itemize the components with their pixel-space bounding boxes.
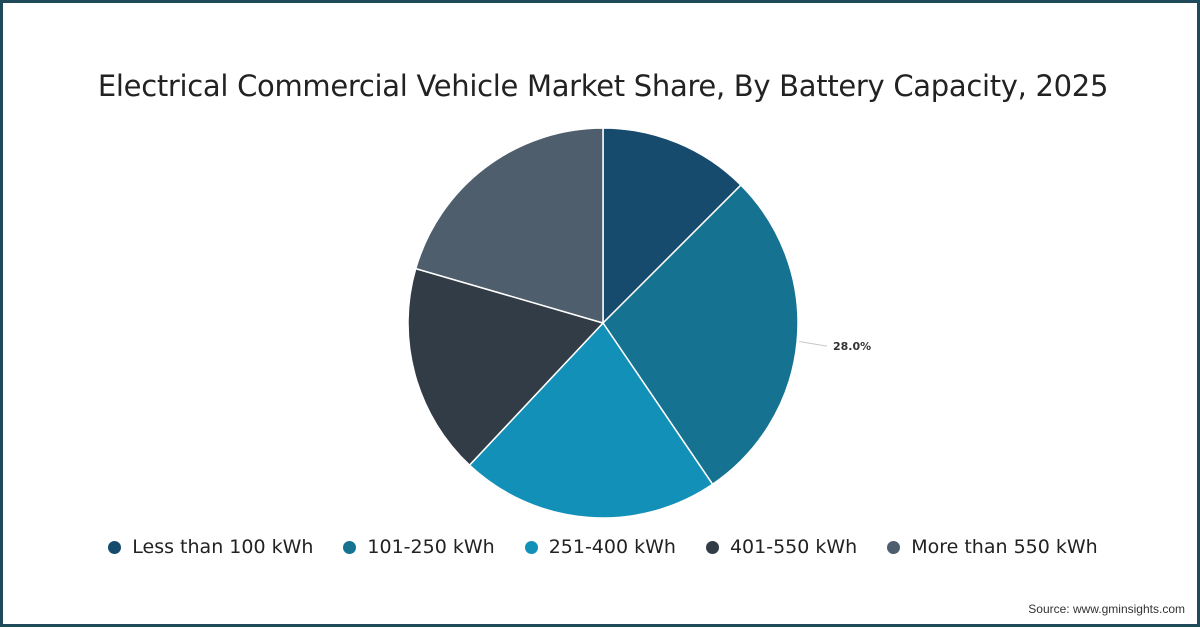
legend-label-401-550: 401-550 kWh <box>729 536 858 558</box>
data-label-leader-101-250-kwh <box>799 341 828 347</box>
pie-slice-more-than-550-kwh <box>414 127 604 324</box>
legend-label-more-than-550: More than 550 kWh <box>911 536 1098 558</box>
legend-item-101-250: 101-250 kWh <box>343 536 495 558</box>
legend-item-more-than-550: More than 550 kWh <box>887 536 1098 558</box>
pie-chart: 28.0% <box>407 127 871 519</box>
pie-slice-401-550-kwh <box>407 267 605 467</box>
legend-item-less-than-100: Less than 100 kWh <box>108 536 313 558</box>
legend-dot-401-550 <box>705 540 719 554</box>
legend-dot-more-than-550 <box>887 540 901 554</box>
pie-slice-101-250-kwh <box>602 184 799 486</box>
legend-dot-251-400 <box>524 540 538 554</box>
legend-label-less-than-100: Less than 100 kWh <box>132 536 314 558</box>
legend: Less than 100 kWh 101-250 kWh 251-400 kW… <box>3 536 1200 558</box>
pie-slice-251-400-kwh <box>468 321 714 519</box>
legend-dot-101-250 <box>343 540 357 554</box>
pie-slice-less-than-100-kwh <box>602 127 742 325</box>
legend-label-251-400: 251-400 kWh <box>548 536 676 558</box>
legend-item-401-550: 401-550 kWh <box>705 536 858 558</box>
legend-item-251-400: 251-400 kWh <box>524 536 676 558</box>
data-label-101-250-kwh: 28.0% <box>833 340 871 353</box>
legend-dot-less-than-100 <box>108 540 122 554</box>
legend-label-101-250: 101-250 kWh <box>367 536 495 558</box>
chart-title: Electrical Commercial Vehicle Market Sha… <box>97 69 1109 103</box>
source-note: Source: www.gminsights.com <box>1028 602 1185 616</box>
